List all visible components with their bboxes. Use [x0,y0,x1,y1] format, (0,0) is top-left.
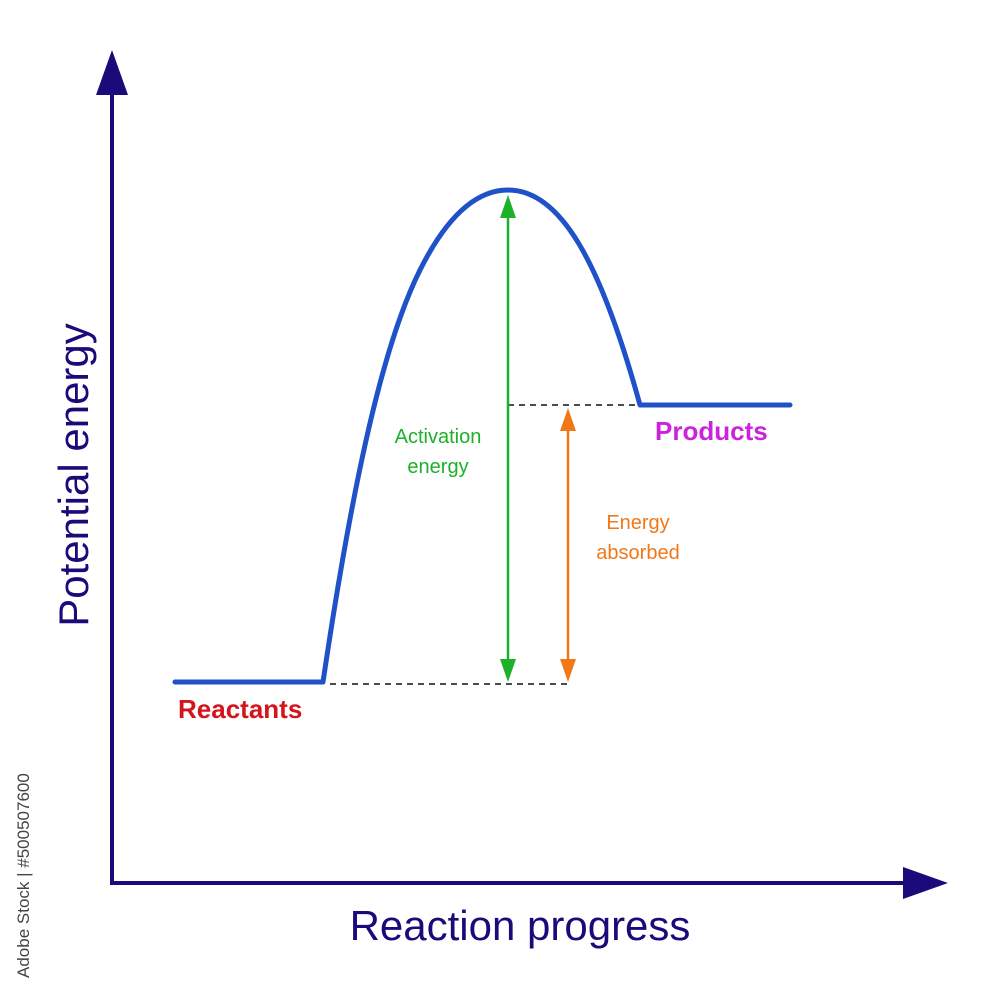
products-label: Products [655,416,768,446]
reactants-label: Reactants [178,694,302,724]
energy-absorbed-label-line1: Energy [606,512,669,534]
y-axis-arrowhead [96,50,128,95]
absorbed-arrowhead-bottom [560,659,576,682]
energy-absorbed-label-line2: absorbed [596,542,679,564]
energy-curve [172,187,793,685]
y-axis-title: Potential energy [50,323,97,627]
activation-energy-label-line2: energy [407,456,468,478]
activation-arrowhead-top [500,195,516,218]
activation-energy-label-line1: Activation [395,426,482,448]
activation-arrowhead-bottom [500,659,516,682]
stock-watermark: Adobe Stock | #500507600 [14,773,33,978]
x-axis-arrowhead [903,867,948,899]
x-axis-title: Reaction progress [350,902,691,949]
absorbed-arrowhead-top [560,408,576,431]
